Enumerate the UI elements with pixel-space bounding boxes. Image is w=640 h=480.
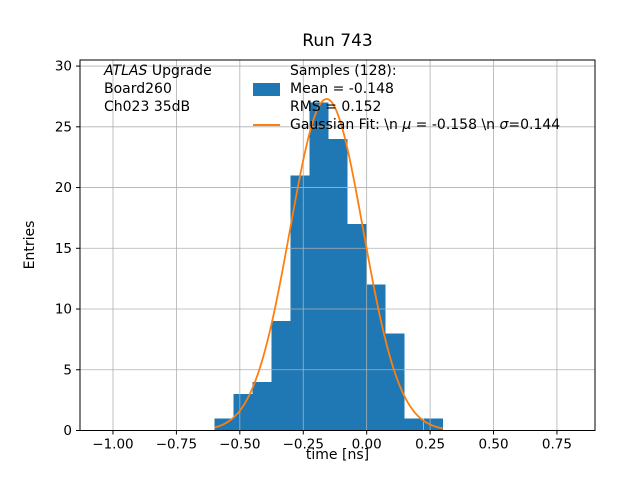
- y-tick-label: 15: [55, 241, 72, 257]
- x-tick-label: −0.50: [219, 437, 260, 453]
- legend-handle-cell: [253, 124, 290, 126]
- x-tick-label: −1.00: [92, 437, 133, 453]
- y-axis-label: Entries: [22, 220, 38, 270]
- y-tick-label: 30: [55, 59, 72, 75]
- axes-frame: [79, 59, 596, 431]
- legend-rms-row: RMS = 0.152: [253, 98, 560, 116]
- gaussian-label-mid: = -0.158 \n: [411, 117, 500, 133]
- gaussian-label-suffix: =0.144: [508, 117, 561, 133]
- y-tick-label: 5: [63, 362, 72, 378]
- x-tick-label: −0.25: [283, 437, 324, 453]
- legend-mean-label: Mean = -0.148: [290, 81, 394, 97]
- legend-rms-label: RMS = 0.152: [290, 99, 382, 115]
- legend-gaussian-entry: Gaussian Fit: \n μ = -0.158 \n σ=0.144: [253, 116, 560, 134]
- gaussian-mu-symbol: μ: [402, 117, 412, 133]
- histogram-bar: [271, 321, 291, 431]
- annotation-upgrade-text: Upgrade: [147, 63, 212, 79]
- x-tick-label: 0.00: [352, 437, 382, 453]
- histogram-bar: [290, 175, 310, 431]
- histogram-bar: [233, 394, 253, 431]
- x-tick-label: −0.75: [156, 437, 197, 453]
- x-axis-label: time [ns]: [305, 447, 370, 463]
- chart-title: Run 743: [302, 31, 373, 51]
- y-tick-label: 20: [55, 180, 72, 196]
- legend-samples-title: Samples (128):: [290, 63, 397, 79]
- legend-samples-title-row: Samples (128):: [253, 62, 560, 80]
- gaussian-fit-curve: [214, 98, 443, 430]
- histogram-bar: [309, 102, 329, 431]
- histogram-bar: [366, 284, 386, 431]
- histogram-bars: [214, 102, 443, 431]
- histogram-bar: [252, 381, 272, 431]
- annotation-atlas-text: ATLAS: [104, 63, 148, 79]
- histogram-bar: [328, 139, 348, 431]
- y-tick-label: 10: [55, 302, 72, 318]
- annotation-line-1: ATLAS Upgrade: [104, 62, 212, 80]
- y-tick-label: 0: [63, 423, 72, 439]
- y-tick-label: 25: [55, 119, 72, 135]
- histogram-legend-swatch: [253, 82, 280, 96]
- gaussian-sigma-symbol: σ: [499, 117, 509, 133]
- legend-histogram-entry: Mean = -0.148: [253, 80, 560, 98]
- x-tick-label: 0.75: [542, 437, 572, 453]
- legend-gaussian-label: Gaussian Fit: \n μ = -0.158 \n σ=0.144: [290, 116, 560, 134]
- annotation-line-3: Ch023 35dB: [104, 99, 191, 115]
- annotation-line-2: Board260: [104, 81, 172, 97]
- gaussian-legend-line: [253, 124, 280, 126]
- histogram-bar: [385, 333, 405, 431]
- tick-labels: −1.00 −0.75 −0.50 −0.25 0.00 0.25 0.50 0.75 0 5 10…: [55, 59, 572, 453]
- histogram-bar: [347, 224, 367, 431]
- tick-marks: [76, 65, 558, 435]
- gaussian-label-prefix: Gaussian Fit: \n: [290, 117, 403, 133]
- histogram-bar: [404, 418, 424, 431]
- legend-handle-cell: [253, 82, 290, 96]
- x-tick-label: 0.50: [478, 437, 508, 453]
- x-tick-label: 0.25: [415, 437, 445, 453]
- legend: Samples (128): Mean = -0.148 RMS = 0.152…: [253, 62, 560, 134]
- atlas-annotation: ATLAS Upgrade Board260 Ch023 35dB: [104, 62, 212, 116]
